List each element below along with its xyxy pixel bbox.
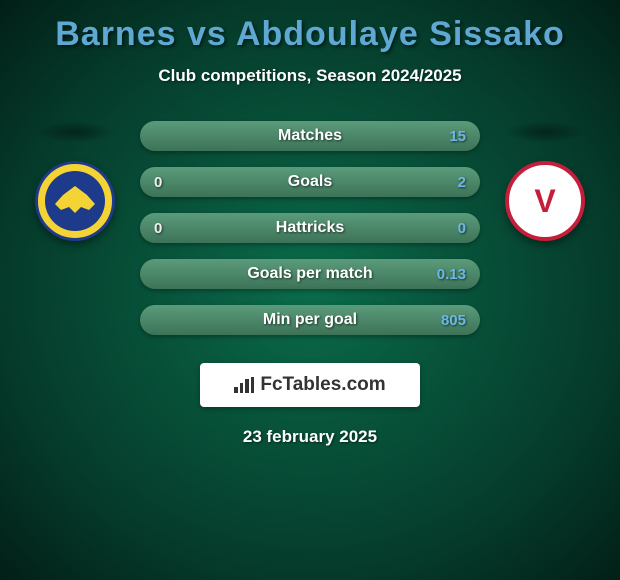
club-badge-right: V: [505, 161, 585, 241]
stat-left-value: 0: [154, 174, 194, 191]
badge-right-inner: V: [515, 171, 575, 231]
stat-label: Goals per match: [247, 265, 372, 283]
stat-label: Goals: [288, 173, 332, 191]
player-left-column: [25, 121, 125, 241]
subtitle: Club competitions, Season 2024/2025: [158, 66, 461, 86]
eagle-icon: [55, 186, 95, 216]
stat-row-gpm: Goals per match 0.13: [140, 259, 480, 289]
stats-column: Matches 15 0 Goals 2 0 Hattricks 0 Goals…: [140, 121, 480, 335]
stat-label: Hattricks: [276, 219, 344, 237]
player-shadow-right: [505, 121, 585, 143]
comparison-card: Barnes vs Abdoulaye Sissako Club competi…: [0, 0, 620, 457]
chart-icon: [234, 377, 254, 393]
stat-label: Matches: [278, 127, 342, 145]
stat-label: Min per goal: [263, 311, 357, 329]
brand-text: FcTables.com: [260, 374, 385, 396]
stat-right-value: 805: [426, 312, 466, 329]
brand-logo-box[interactable]: FcTables.com: [200, 363, 420, 407]
date-text: 23 february 2025: [243, 427, 377, 447]
stat-row-hattricks: 0 Hattricks 0: [140, 213, 480, 243]
v-icon: V: [534, 183, 555, 220]
stat-row-goals: 0 Goals 2: [140, 167, 480, 197]
player-shadow-left: [35, 121, 115, 143]
page-title: Barnes vs Abdoulaye Sissako: [55, 15, 565, 54]
stat-right-value: 15: [426, 128, 466, 145]
stat-left-value: 0: [154, 220, 194, 237]
badge-left-inner: [45, 171, 105, 231]
stat-right-value: 0: [426, 220, 466, 237]
stat-right-value: 2: [426, 174, 466, 191]
stat-row-matches: Matches 15: [140, 121, 480, 151]
player-right-column: V: [495, 121, 595, 241]
club-badge-left: [35, 161, 115, 241]
stat-row-mpg: Min per goal 805: [140, 305, 480, 335]
stat-right-value: 0.13: [426, 266, 466, 283]
main-area: Matches 15 0 Goals 2 0 Hattricks 0 Goals…: [0, 121, 620, 335]
